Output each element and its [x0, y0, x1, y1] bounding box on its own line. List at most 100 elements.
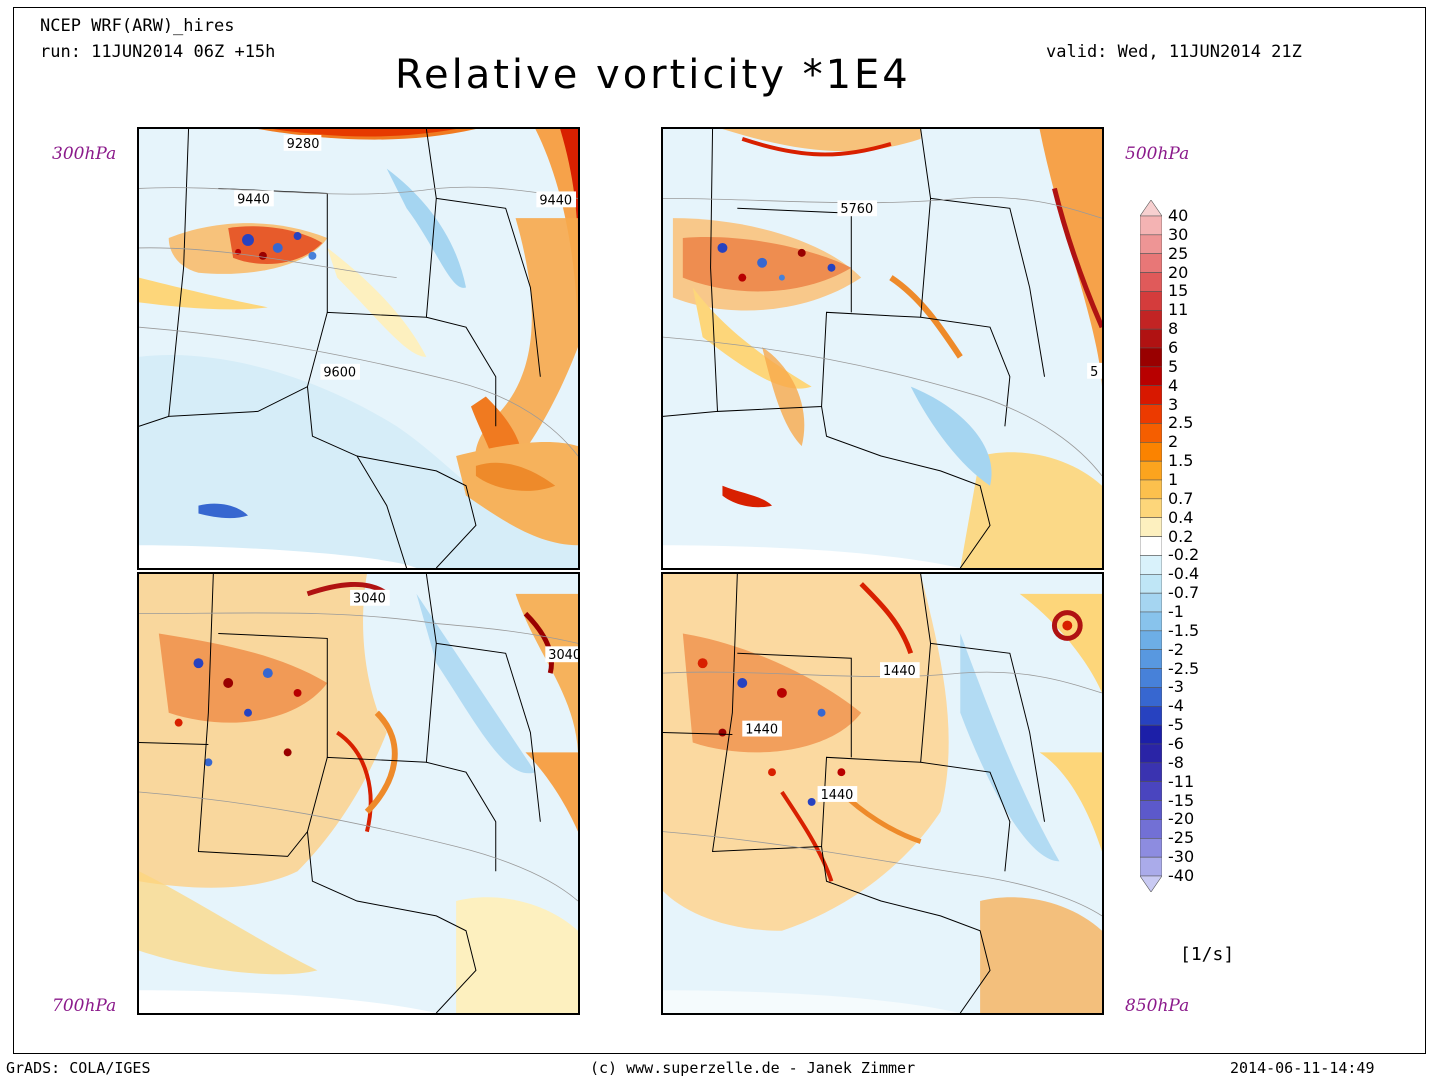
colorbar-tick-label: -30	[1168, 847, 1195, 867]
colorbar-swatch	[1140, 611, 1162, 632]
colorbar-tick-label: -6	[1168, 734, 1184, 753]
map-panel-700hpa: 3040 3040	[137, 572, 580, 1015]
colorbar-swatch	[1140, 573, 1162, 594]
colorbar-tick-label: 2	[1168, 432, 1179, 452]
colorbar-swatch	[1140, 272, 1162, 292]
colorbar-swatch	[1140, 234, 1162, 255]
colorbar-swatch	[1140, 200, 1162, 217]
colorbar-tick-label: 5	[1168, 356, 1179, 376]
colorbar-tick-label: 1.5	[1168, 451, 1194, 471]
vorticity-map-850: 1440 1440 1440	[663, 574, 1102, 1013]
contour-label: 9280	[287, 137, 320, 152]
colorbar-tick-label: -40	[1168, 866, 1195, 885]
colorbar-tick-label: -4	[1168, 696, 1184, 716]
contour-label: 5760	[840, 202, 873, 217]
colorbar-swatch	[1140, 687, 1162, 707]
level-label-500: 500hPa	[1125, 144, 1190, 164]
colorbar-swatch	[1140, 347, 1162, 368]
vorticity-map-500: 5760 5	[663, 129, 1102, 568]
colorbar-swatch	[1140, 498, 1162, 519]
map-panel-300hpa: 9280 9440 9440 9600	[137, 127, 580, 570]
colorbar-swatch	[1140, 592, 1162, 613]
level-label-300: 300hPa	[52, 144, 117, 164]
colorbar-swatch	[1140, 743, 1162, 764]
colorbar-swatch	[1140, 856, 1162, 877]
colorbar-swatch	[1140, 253, 1162, 273]
colorbar-swatch	[1140, 366, 1162, 387]
colorbar-tick-label: 4	[1168, 375, 1179, 395]
footer-software: GrADS: COLA/IGES	[6, 1059, 151, 1077]
colorbar-swatch	[1140, 479, 1162, 500]
colorbar-swatch	[1140, 328, 1162, 349]
contour-label: 3040	[353, 592, 386, 607]
colorbar-tick-label: 1	[1168, 470, 1179, 489]
colorbar-swatch	[1140, 309, 1162, 330]
colorbar-tick-label: -0.4	[1168, 564, 1200, 584]
colorbar-tick-label: 25	[1168, 243, 1189, 263]
colorbar-swatch	[1140, 724, 1162, 745]
colorbar-tick-label: -25	[1168, 828, 1195, 848]
colorbar-tick-label: -2.5	[1168, 658, 1200, 678]
colorbar	[1140, 200, 1162, 892]
contour-label: 9600	[323, 366, 356, 381]
colorbar-swatch	[1140, 536, 1162, 556]
level-label-700: 700hPa	[52, 996, 117, 1016]
map-panel-500hpa: 5760 5	[661, 127, 1104, 570]
colorbar-tick-label: 0.2	[1168, 526, 1194, 546]
colorbar-tick-label: -1.5	[1168, 620, 1200, 640]
vorticity-map-700: 3040 3040	[139, 574, 578, 1013]
colorbar-tick-label: -2	[1168, 639, 1184, 659]
colorbar-tick-label: 3	[1168, 394, 1179, 414]
contour-label: 1440	[883, 664, 916, 679]
unit-label: [1/s]	[1180, 944, 1235, 965]
valid-time: valid: Wed, 11JUN2014 21Z	[1046, 42, 1302, 62]
colorbar-tick-label: 40	[1168, 206, 1189, 225]
colorbar-tick-label: 6	[1168, 338, 1179, 357]
contour-label: 9440	[237, 192, 270, 207]
colorbar-swatch	[1140, 517, 1162, 537]
colorbar-tick-label: -0.7	[1168, 583, 1200, 603]
footer-timestamp: 2014-06-11-14:49	[1230, 1059, 1375, 1077]
colorbar-swatch	[1140, 423, 1162, 443]
colorbar-tick-label: -0.2	[1168, 545, 1200, 565]
colorbar-tick-label: 15	[1168, 281, 1189, 301]
contour-label: 1440	[821, 788, 854, 803]
figure-frame	[13, 7, 1426, 1054]
colorbar-tick-label: 0.7	[1168, 488, 1194, 508]
colorbar-swatch	[1140, 668, 1162, 688]
colorbar-swatch	[1140, 875, 1162, 892]
colorbar-swatch	[1140, 800, 1162, 820]
colorbar-tick-label: -1	[1168, 602, 1184, 621]
colorbar-swatch	[1140, 404, 1162, 424]
vorticity-map-300: 9280 9440 9440 9600	[139, 129, 578, 568]
colorbar-swatch	[1140, 555, 1162, 575]
colorbar-swatch	[1140, 837, 1162, 858]
footer-credit: (c) www.superzelle.de - Janek Zimmer	[590, 1059, 916, 1077]
colorbar-tick-label: 2.5	[1168, 413, 1194, 433]
map-panel-850hpa: 1440 1440 1440	[661, 572, 1104, 1015]
colorbar-swatch	[1140, 649, 1162, 669]
colorbar-swatch	[1140, 460, 1162, 481]
colorbar-tick-label: 11	[1168, 300, 1189, 320]
colorbar-swatch	[1140, 385, 1162, 405]
chart-title: Relative vorticity *1E4	[395, 52, 911, 98]
colorbar-swatch	[1140, 215, 1162, 236]
colorbar-swatch	[1140, 291, 1162, 311]
colorbar-swatch	[1140, 781, 1162, 801]
colorbar-tick-label: -20	[1168, 809, 1195, 829]
colorbar-tick-label: -8	[1168, 752, 1184, 772]
colorbar-tick-label: 0.4	[1168, 507, 1194, 527]
contour-label: 9440	[539, 193, 572, 208]
run-info: run: 11JUN2014 06Z +15h	[40, 42, 276, 62]
colorbar-swatch	[1140, 819, 1162, 839]
colorbar-swatch	[1140, 630, 1162, 651]
colorbar-tick-label: -11	[1168, 771, 1195, 791]
colorbar-swatch	[1140, 705, 1162, 726]
contour-label: 1440	[745, 723, 778, 738]
model-name: NCEP WRF(ARW)_hires	[40, 16, 235, 36]
contour-label: 3040	[548, 648, 578, 663]
colorbar-tick-label: -3	[1168, 677, 1184, 697]
colorbar-tick-label: -5	[1168, 715, 1184, 735]
colorbar-swatch	[1140, 762, 1162, 783]
colorbar-tick-label: 8	[1168, 319, 1179, 339]
